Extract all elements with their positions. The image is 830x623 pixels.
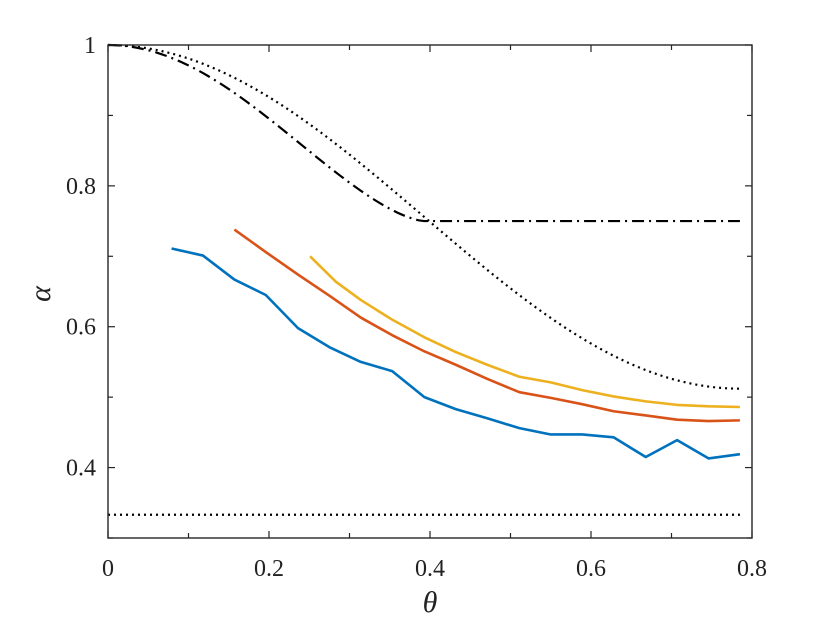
axis-ticks bbox=[107, 44, 753, 539]
x-tick-label: 0.4 bbox=[415, 556, 445, 582]
series-line-dash-dot-reference bbox=[107, 43, 740, 223]
y-axis-label: α bbox=[24, 285, 57, 302]
x-tick-label: 0.6 bbox=[576, 556, 606, 582]
y-tick-label: 0.8 bbox=[66, 174, 96, 200]
series-line-orange bbox=[233, 228, 740, 423]
y-tick-label: 0.6 bbox=[66, 315, 96, 341]
series-line-blue bbox=[171, 247, 741, 460]
x-tick-label: 0.8 bbox=[737, 556, 767, 582]
axes-frame bbox=[107, 44, 753, 539]
y-tick-label: 0.4 bbox=[66, 456, 96, 482]
x-axis-label: θ bbox=[423, 586, 438, 619]
y-tick-label: 1 bbox=[84, 33, 96, 59]
series-line-yellow bbox=[309, 255, 740, 409]
series-line-dotted-upper-reference bbox=[107, 43, 740, 390]
x-tick-label: 0 bbox=[102, 556, 114, 582]
plot-area bbox=[107, 43, 741, 516]
x-tick-label: 0.2 bbox=[254, 556, 284, 582]
